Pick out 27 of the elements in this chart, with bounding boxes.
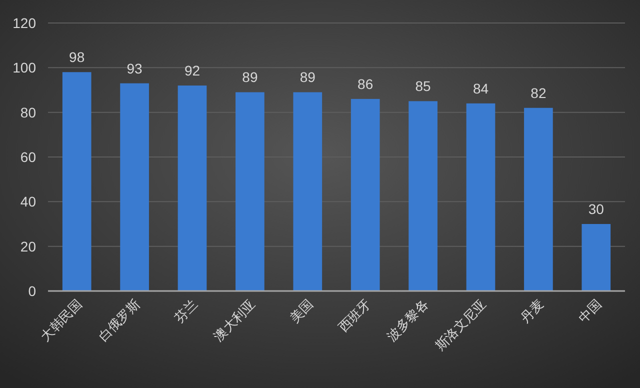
data-label: 93 bbox=[126, 60, 143, 76]
x-tick-label: 芬兰 bbox=[171, 296, 200, 326]
x-tick-label: 白俄罗斯 bbox=[95, 296, 143, 344]
data-label: 82 bbox=[530, 84, 546, 101]
x-tick-label: 丹麦 bbox=[518, 296, 547, 326]
x-tick-label: 斯洛文尼亚 bbox=[432, 296, 489, 354]
y-tick-label: 0 bbox=[28, 283, 36, 299]
y-tick-label: 100 bbox=[12, 60, 36, 76]
y-tick-label: 40 bbox=[20, 194, 36, 210]
x-tick-label: 大韩民国 bbox=[38, 296, 85, 344]
data-label: 98 bbox=[69, 49, 85, 66]
data-label: 84 bbox=[472, 80, 489, 96]
data-label: 92 bbox=[184, 62, 200, 79]
data-label: 30 bbox=[588, 201, 604, 217]
data-label: 86 bbox=[358, 76, 374, 92]
y-tick-label: 120 bbox=[12, 15, 36, 31]
y-tick-label: 80 bbox=[20, 104, 36, 120]
x-tick-label: 西班牙 bbox=[335, 296, 374, 335]
y-tick-label: 20 bbox=[20, 238, 36, 254]
data-label: 89 bbox=[300, 69, 316, 86]
x-tick-label: 美国 bbox=[286, 296, 316, 326]
y-tick-label: 60 bbox=[20, 149, 36, 165]
x-tick-label: 波多黎各 bbox=[384, 296, 432, 344]
x-tick-label: 澳大利亚 bbox=[210, 296, 258, 344]
x-tick-label: 中国 bbox=[575, 296, 604, 326]
data-label: 89 bbox=[242, 69, 258, 86]
data-label: 85 bbox=[415, 78, 432, 94]
